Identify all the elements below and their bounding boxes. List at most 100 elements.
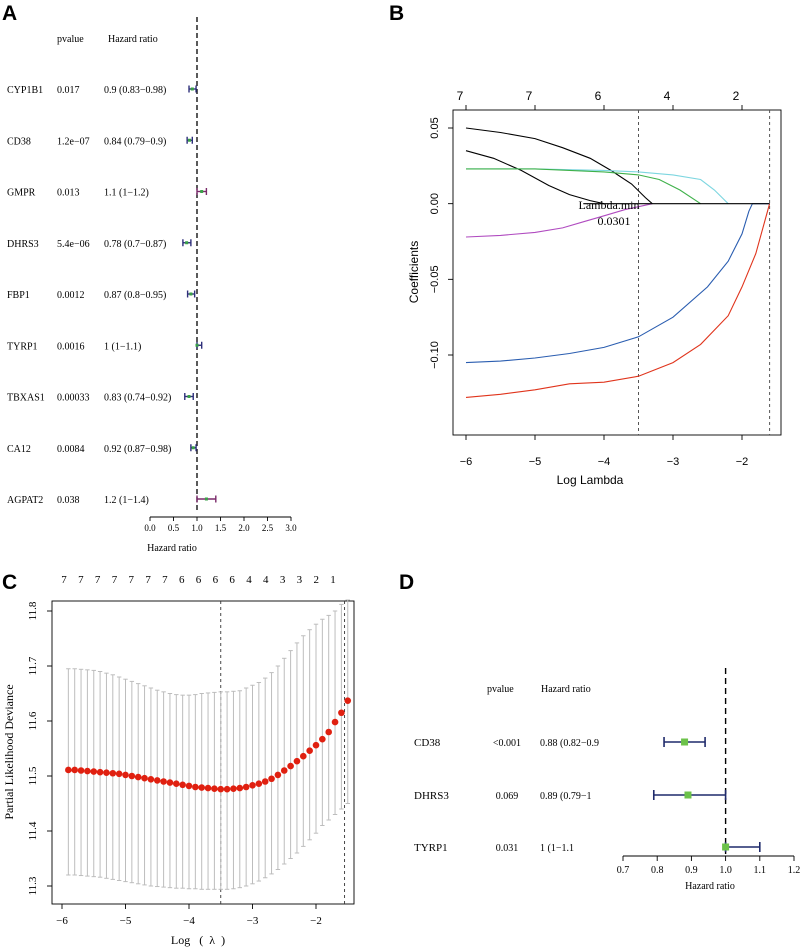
panel-d-gene-label: CD38 — [414, 737, 441, 749]
panel-b-x-tick-label: −4 — [598, 456, 611, 468]
panel-c-top-tick-label: 7 — [95, 574, 101, 586]
panel-b-path-green — [466, 168, 701, 205]
panel-c-x-tick-label: −5 — [120, 915, 132, 927]
panel-a-hr-cell: 1.1 (1−1.2) — [104, 188, 149, 199]
panel-c-deviance-point — [141, 774, 148, 782]
panel-c-y-tick-label: 11.3 — [27, 876, 39, 895]
panel-a-hr-marker — [189, 292, 193, 296]
panel-a-gene-label: CD38 — [7, 136, 31, 147]
panel-a-gene-label: TYRP1 — [7, 341, 38, 352]
panel-c-x-tick-label: −4 — [183, 915, 195, 927]
panel-c-plot-frame — [51, 600, 355, 905]
panel-d-hr-cell: 0.88 (0.82−0.9 — [540, 738, 599, 749]
panel-c-deviance-point — [179, 781, 186, 789]
panel-a-hr-marker — [204, 497, 208, 501]
panel-c-top-tick-label: 4 — [246, 574, 252, 586]
panel-c-x-label: Log ( λ ) — [171, 933, 225, 947]
panel-b-path-red — [465, 203, 771, 398]
panel-c-deviance-point — [261, 778, 269, 785]
panel-a-hr-marker — [185, 241, 189, 245]
panel-a-gene-label: CYP1B1 — [7, 85, 43, 96]
panel-a-forest — [182, 17, 217, 510]
panel-b-y-tick-label: −0.10 — [429, 341, 441, 369]
panel-a-header-pvalue: pvalue — [57, 34, 84, 45]
panel-c-deviance-point — [160, 778, 167, 785]
panel-c-deviance-point — [204, 784, 212, 792]
panel-a-hr-marker — [187, 395, 191, 398]
panel-c-deviance-point — [306, 747, 313, 754]
panel-d-gene-label: TYRP1 — [414, 842, 448, 854]
panel-b: B 7 7 6 4 2 0.05 0.00 −0.05 −0.10 −6 −5 −4 −3 −2 La… — [389, 2, 782, 487]
panel-c-deviance-point — [77, 767, 85, 774]
panel-b-x-tick-label: −2 — [736, 456, 749, 468]
panel-c-deviance-point — [236, 784, 244, 792]
panel-a-rows: CYP1B1 0.017 0.9 (0.83−0.98) CD38 1.2e−07 0.8… — [7, 85, 171, 506]
panel-a-gene-label: DHRS3 — [7, 239, 39, 250]
panel-c-top-tick-label: 7 — [145, 574, 151, 586]
panel-c-deviance-point — [90, 768, 98, 775]
panel-a-x-tick-label: 0.0 — [144, 523, 156, 533]
panel-d-x-label: Hazard ratio — [685, 881, 735, 892]
panel-b-x-axis: −6 −5 −4 −3 −2 — [460, 435, 749, 468]
panel-a-hr-cell: 0.87 (0.8−0.95) — [104, 290, 166, 301]
panel-a-pvalue-cell: 1.2e−07 — [57, 136, 90, 147]
panel-a-gene-label: GMPR — [7, 188, 36, 199]
panel-c-deviance-point — [293, 757, 301, 765]
panel-c-deviance-point — [274, 771, 282, 779]
panel-c-top-tick-label: 6 — [196, 574, 202, 586]
panel-c-deviance-point — [249, 782, 256, 789]
panel-c-deviance-point — [242, 783, 250, 791]
panel-b-top-tick-label: 7 — [526, 89, 533, 103]
panel-c-deviance-point — [331, 718, 339, 726]
panel-a-x-axis: 0.0 0.5 1.0 1.5 2.0 2.5 3.0 — [144, 516, 297, 533]
panel-d-header-pvalue: pvalue — [487, 684, 514, 695]
panel-c-y-axis: 11.3 11.4 11.5 11.6 11.7 11.8 — [27, 601, 52, 895]
panel-c-deviance-points — [65, 697, 352, 793]
panel-c-deviance-point — [128, 772, 136, 780]
panel-c-top-tick-label: 7 — [162, 574, 168, 586]
panel-b-y-tick-label: 0.00 — [429, 193, 441, 214]
panel-c-deviance-point — [325, 728, 333, 736]
panel-c-deviance-point — [223, 785, 231, 793]
panel-d-x-axis: 0.7 0.8 0.9 1.0 1.1 1.2 — [617, 855, 800, 876]
panel-c-top-tick-label: 7 — [61, 574, 67, 586]
panel-d-x-tick-label: 0.9 — [685, 865, 698, 876]
panel-c-deviance-point — [255, 780, 263, 787]
panel-c-deviance-point — [153, 777, 161, 784]
panel-d-pvalue-cell: 0.031 — [496, 843, 519, 854]
panel-b-path-black2 — [465, 150, 605, 205]
panel-a-x-tick-label: 1.0 — [191, 523, 203, 533]
panel-b-plot-frame — [452, 109, 782, 436]
panel-d-hr-marker — [684, 791, 692, 799]
panel-d-x-tick-label: 1.2 — [788, 865, 800, 876]
panel-b-x-label: Log Lambda — [557, 473, 624, 487]
panel-c-top-tick-label: 3 — [280, 574, 286, 586]
panel-c-deviance-point — [122, 771, 129, 779]
panel-c-top-tick-label: 1 — [330, 574, 336, 586]
panel-c-top-tick-label: 2 — [313, 574, 319, 586]
panel-d-pvalue-cell: 0.069 — [496, 791, 519, 802]
panel-c-deviance-point — [319, 735, 326, 743]
panel-a-x-tick-label: 2.0 — [238, 523, 250, 533]
panel-a-hr-marker — [200, 190, 204, 193]
panel-c-x-axis: −6 −5 −4 −3 −2 — [56, 904, 322, 927]
panel-a-hr-cell: 0.83 (0.74−0.92) — [104, 393, 171, 404]
panel-c-deviance-point — [287, 762, 294, 770]
panel-c-label: C — [2, 571, 17, 594]
panel-d-forest — [652, 668, 761, 856]
panel-c-y-label: Partial Likelihood Deviance — [2, 684, 16, 819]
panel-b-coefficient-paths — [465, 110, 771, 435]
panel-a-header-hr: Hazard ratio — [108, 34, 158, 45]
panel-c-top-tick-label: 7 — [129, 574, 135, 586]
panel-c-deviance-point — [134, 773, 142, 781]
panel-a-hr-cell: 0.78 (0.7−0.87) — [104, 239, 166, 250]
panel-c-deviance-point — [185, 782, 193, 790]
panel-a-pvalue-cell: 0.0016 — [57, 341, 85, 352]
panel-a-hr-cell: 1.2 (1−1.4) — [104, 495, 149, 506]
panel-c-y-tick-label: 11.5 — [27, 766, 39, 785]
panel-d-label: D — [399, 571, 414, 594]
panel-d-x-tick-label: 0.7 — [617, 865, 630, 876]
panel-c-top-tick-label: 4 — [263, 574, 269, 586]
panel-c-deviance-point — [173, 780, 180, 787]
